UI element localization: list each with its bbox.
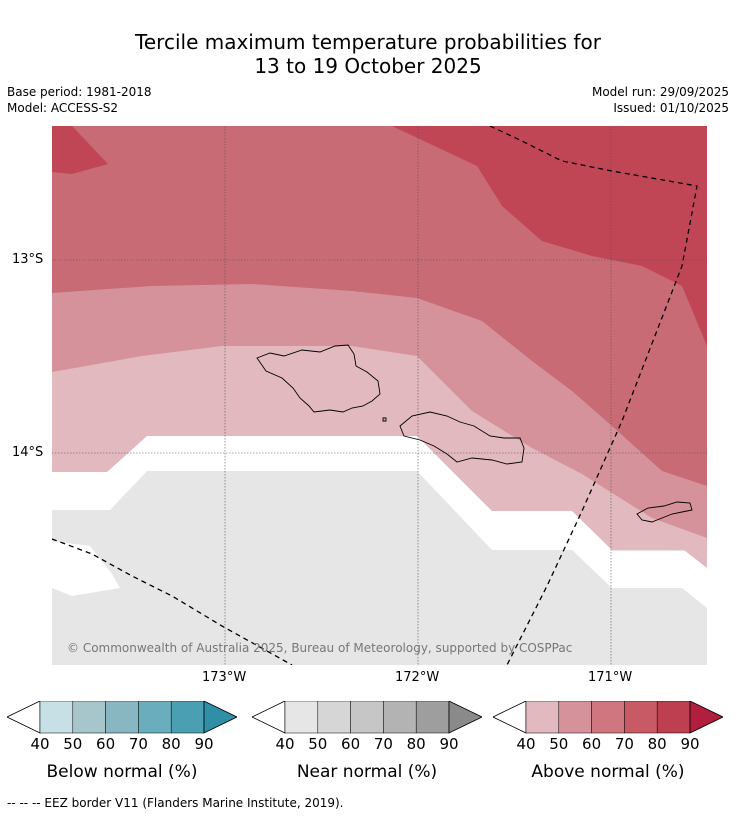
issued-date: Issued: 01/10/2025 — [613, 101, 729, 115]
colorbar-segment — [383, 701, 417, 734]
meta-right: Model run: 29/09/2025 Issued: 01/10/2025 — [592, 84, 729, 116]
lat-label-13s: 13°S — [12, 252, 44, 267]
colorbar-segment — [39, 701, 74, 734]
model-run: Model run: 29/09/2025 — [591, 85, 729, 99]
colorbar-tick-label: 80 — [406, 735, 426, 753]
upolu-island — [399, 411, 525, 465]
colorbar-tick-label: 60 — [582, 735, 602, 753]
eez-border-southwest — [52, 538, 293, 665]
model-name: Model: ACCESS-S2 — [7, 101, 119, 115]
colorbar-segment — [138, 701, 172, 734]
low-probability-patch — [52, 541, 120, 596]
colorbar-segment — [317, 701, 351, 734]
savaii-island — [256, 344, 381, 413]
colorbar-extend-high — [203, 701, 237, 734]
colorbar-tick-label: 80 — [647, 735, 667, 753]
lon-label-171w: 171°W — [588, 670, 633, 685]
lon-label-172w: 172°W — [395, 670, 440, 685]
title-line-1: Tercile maximum temperature probabilitie… — [135, 30, 601, 54]
colorbar-segment — [656, 701, 691, 734]
colorbar-segment — [525, 701, 560, 734]
above-normal-70-80-ne — [392, 126, 707, 346]
colorbar-segment — [350, 701, 384, 734]
title-line-2: 13 to 19 October 2025 — [254, 54, 482, 78]
colorbar-tick-label: 40 — [30, 735, 50, 753]
copyright-notice: © Commonwealth of Australia 2025, Bureau… — [67, 641, 573, 655]
colorbar-above-normal — [493, 701, 723, 734]
colorbar-tick-label: 50 — [63, 735, 83, 753]
colorbar-segment — [105, 701, 139, 734]
colorbar-segment — [284, 701, 319, 734]
low-probability-band — [52, 436, 707, 608]
colorbar-below-normal — [7, 701, 237, 734]
colorbar-extend-low — [7, 701, 41, 734]
colorbar-tick-label: 40 — [516, 735, 536, 753]
colorbar-extend-high — [448, 701, 482, 734]
lat-label-14s: 14°S — [12, 445, 44, 460]
colorbar-tick-label: 70 — [128, 735, 148, 753]
colorbar-tick-label: 70 — [373, 735, 393, 753]
colorbar-extend-low — [252, 701, 286, 734]
colorbar-near-normal — [252, 701, 482, 734]
colorbar-extend-low — [493, 701, 527, 734]
colorbar-tick-label: 90 — [680, 735, 700, 753]
base-period: Base period: 1981-2018 — [7, 85, 152, 99]
colorbar-tick-label: 90 — [194, 735, 214, 753]
probability-map — [52, 126, 707, 665]
colorbar-tick-label: 50 — [549, 735, 569, 753]
colorbar-label-near: Near normal (%) — [296, 762, 438, 782]
meta-left: Base period: 1981-2018 Model: ACCESS-S2 — [7, 84, 152, 116]
eez-legend-footer: -- -- -- EEZ border V11 (Flanders Marine… — [7, 796, 344, 810]
colorbar-segment — [72, 701, 106, 734]
colorbar-label-below: Below normal (%) — [46, 762, 198, 782]
colorbar-label-above: Above normal (%) — [531, 762, 685, 782]
colorbar-segment — [170, 701, 205, 734]
colorbar-segment — [591, 701, 625, 734]
gridlines — [52, 126, 707, 665]
colorbar-extend-high — [689, 701, 723, 734]
colorbar-tick-label: 50 — [308, 735, 328, 753]
colorbar-segment — [624, 701, 658, 734]
colorbar-tick-label: 90 — [439, 735, 459, 753]
colorbar-tick-label: 70 — [614, 735, 634, 753]
tutuila-island — [636, 501, 693, 523]
colorbar-tick-label: 80 — [161, 735, 181, 753]
colorbar-tick-label: 60 — [96, 735, 116, 753]
colorbar-segment — [558, 701, 592, 734]
above-normal-70-80-nw — [52, 126, 108, 174]
lon-label-173w: 173°W — [202, 670, 247, 685]
colorbar-tick-label: 60 — [341, 735, 361, 753]
colorbar-segment — [415, 701, 450, 734]
manono-island — [382, 417, 387, 422]
map-title: Tercile maximum temperature probabilitie… — [0, 30, 736, 78]
colorbar-tick-label: 40 — [275, 735, 295, 753]
eez-border-north — [489, 126, 698, 665]
